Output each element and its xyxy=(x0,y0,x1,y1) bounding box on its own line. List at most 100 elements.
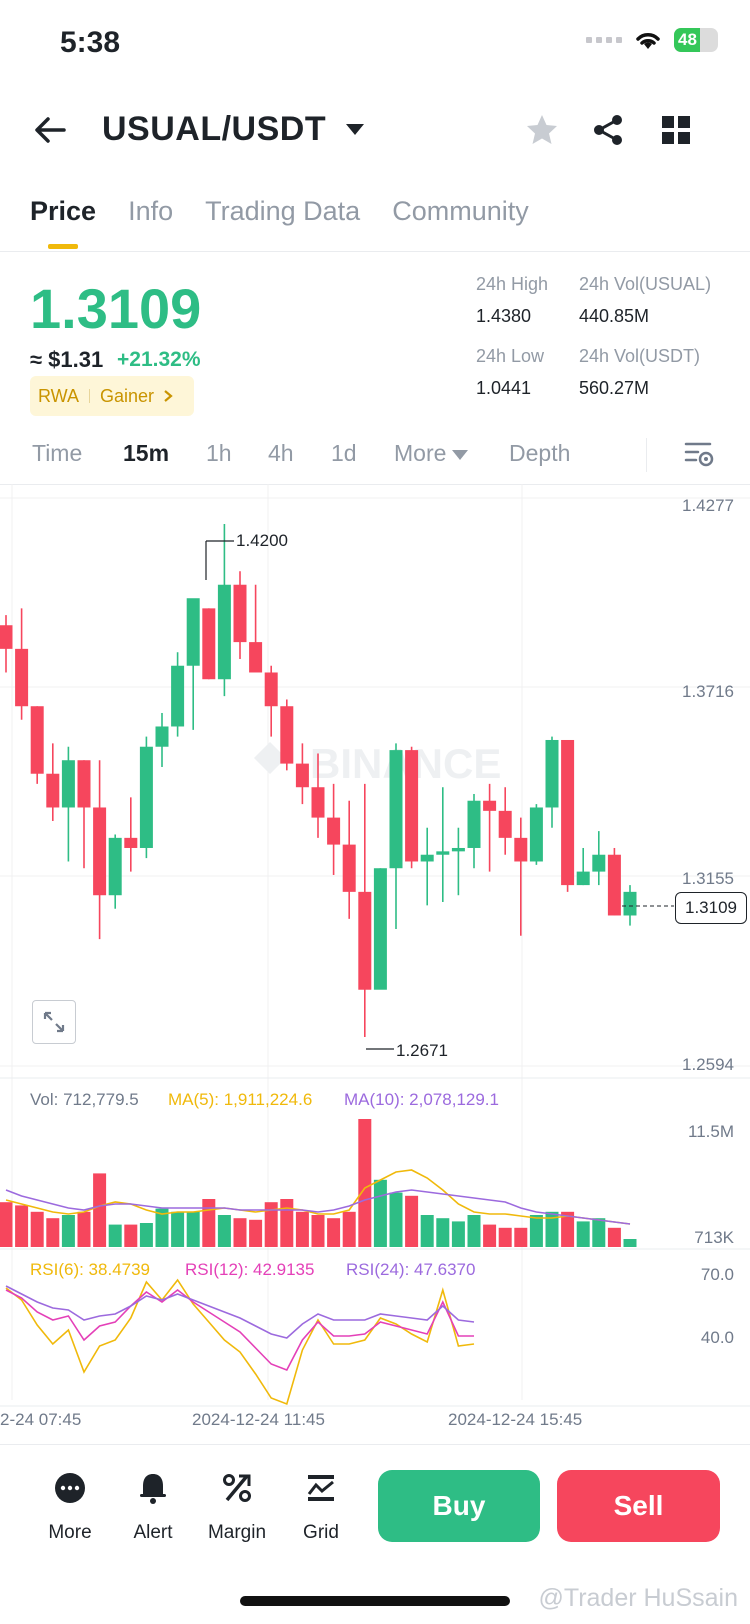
volume-axis-label: 11.5M xyxy=(688,1122,734,1141)
wifi-icon xyxy=(636,33,660,49)
rsi-axis-label: 70.0 xyxy=(700,1265,734,1284)
candle xyxy=(467,800,481,848)
candle xyxy=(592,854,606,872)
price-axis-label: 1.4277 xyxy=(682,496,734,515)
percent-icon xyxy=(223,1474,251,1502)
candle xyxy=(139,746,153,848)
volume-bar xyxy=(576,1221,590,1247)
image-watermark: @Trader HuSsain xyxy=(538,1584,738,1612)
grid-bot-icon xyxy=(307,1475,334,1501)
interval-1d[interactable]: 1d xyxy=(331,440,357,466)
candle xyxy=(15,648,29,707)
volume-bar xyxy=(514,1227,528,1247)
chevron-right-icon xyxy=(164,390,173,402)
volume-bar xyxy=(592,1218,606,1247)
volume-bar xyxy=(280,1199,294,1247)
interval-divider xyxy=(646,438,647,472)
candle xyxy=(155,726,169,747)
time-axis-label: 2-24 07:45 xyxy=(0,1410,82,1429)
pair-dropdown-icon[interactable] xyxy=(346,124,364,135)
volume-ma10-label: MA(10): 2,078,129.1 xyxy=(344,1090,499,1109)
volume-bar xyxy=(467,1215,481,1247)
buy-button[interactable]: Buy xyxy=(378,1470,540,1542)
price-markers xyxy=(205,540,674,1050)
nav-more[interactable]: More xyxy=(30,1470,110,1544)
candle xyxy=(264,672,278,707)
rsi12-line xyxy=(5,1288,474,1372)
sell-button[interactable]: Sell xyxy=(557,1470,720,1542)
candle xyxy=(311,787,325,818)
high-marker-label: 1.4200 xyxy=(236,531,288,550)
tag-gainer[interactable]: Gainer xyxy=(100,385,155,406)
candle xyxy=(607,854,621,916)
tab-trading-data[interactable]: Trading Data xyxy=(205,196,361,226)
volume-bar xyxy=(155,1208,169,1247)
volume-bar xyxy=(436,1218,450,1247)
time-axis-label: 2024-12-24 15:45 xyxy=(448,1410,583,1429)
nav-alert-label: Alert xyxy=(133,1522,173,1543)
tab-info[interactable]: Info xyxy=(128,196,174,226)
candle xyxy=(30,706,44,774)
volume-bar xyxy=(61,1215,75,1247)
volume-axis-label: 713K xyxy=(694,1228,734,1247)
volume-bar xyxy=(233,1218,247,1247)
volume-bar xyxy=(327,1218,341,1247)
rsi6-line xyxy=(5,1278,475,1406)
interval-more[interactable]: More xyxy=(394,440,469,467)
volume-bar xyxy=(108,1224,122,1247)
last-price: 1.3109 xyxy=(30,277,202,340)
signal-icon xyxy=(586,37,622,43)
interval-4h[interactable]: 4h xyxy=(268,440,294,466)
volume-bar xyxy=(295,1211,309,1247)
candlestick-chart[interactable]: BINANCE xyxy=(0,484,750,1424)
fullscreen-button[interactable] xyxy=(32,1000,76,1044)
interval-15m[interactable]: 15m xyxy=(123,440,170,466)
back-arrow-icon[interactable] xyxy=(30,110,70,150)
candle xyxy=(327,817,341,845)
interval-depth[interactable]: Depth xyxy=(509,440,571,466)
interval-bar-divider xyxy=(0,484,750,485)
tab-community[interactable]: Community xyxy=(392,196,529,226)
chart-settings-icon[interactable] xyxy=(684,440,714,468)
candle xyxy=(217,584,231,680)
stat-vol-base: 440.85M xyxy=(579,306,650,326)
candle xyxy=(358,891,372,990)
interval-time[interactable]: Time xyxy=(32,440,83,466)
price-change: +21.32% xyxy=(117,348,201,371)
stat-low-label: 24h Low xyxy=(476,346,545,366)
pair-title[interactable]: USUAL/USDT xyxy=(102,110,327,148)
stat-vol-quote-label: 24h Vol(USDT) xyxy=(579,346,701,366)
volume-bar xyxy=(264,1202,278,1247)
nav-grid[interactable]: Grid xyxy=(281,1470,361,1544)
status-time: 5:38 xyxy=(60,26,121,59)
stat-high-label: 24h High xyxy=(476,274,549,294)
nav-margin-label: Margin xyxy=(207,1522,267,1543)
candle xyxy=(108,837,122,896)
candle xyxy=(436,851,450,855)
share-icon[interactable] xyxy=(590,112,626,148)
more-caret-icon xyxy=(452,449,469,460)
grid-layout-icon[interactable] xyxy=(658,112,694,148)
nav-alert[interactable]: Alert xyxy=(113,1470,193,1544)
volume-ma10-line xyxy=(5,1189,631,1225)
volume-bar xyxy=(217,1215,231,1247)
tab-price[interactable]: Price xyxy=(30,196,97,226)
tag-badges[interactable]: RWA Gainer xyxy=(30,376,194,416)
candle xyxy=(77,760,91,808)
favorite-star-icon[interactable] xyxy=(524,112,560,148)
volume-bar xyxy=(483,1224,497,1247)
price-axis-label: 1.2594 xyxy=(682,1055,734,1074)
stat-vol-quote: 560.27M xyxy=(579,378,650,398)
candle xyxy=(561,739,575,886)
interval-1h[interactable]: 1h xyxy=(206,440,232,466)
candle xyxy=(171,665,185,727)
volume-bar xyxy=(607,1227,621,1247)
more-dots-icon xyxy=(55,1473,85,1503)
low-marker-label: 1.2671 xyxy=(396,1041,448,1060)
time-axis-label: 2024-12-24 11:45 xyxy=(192,1410,325,1429)
nav-margin[interactable]: Margin xyxy=(197,1470,277,1544)
candle xyxy=(249,642,263,673)
candle xyxy=(186,598,200,666)
volume-bar xyxy=(498,1227,512,1247)
tag-rwa[interactable]: RWA xyxy=(38,385,80,406)
